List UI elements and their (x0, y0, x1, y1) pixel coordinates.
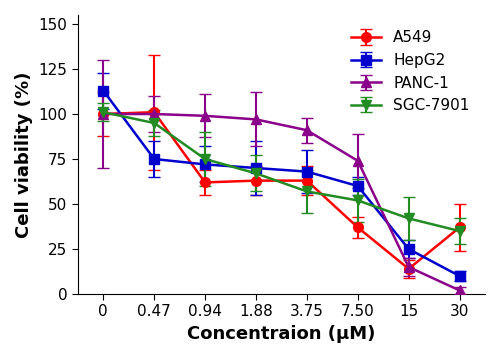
Y-axis label: Cell viability (%): Cell viability (%) (15, 71, 33, 238)
Legend: A549, HepG2, PANC-1, SGC-7901: A549, HepG2, PANC-1, SGC-7901 (343, 23, 477, 121)
X-axis label: Concentraion (μM): Concentraion (μM) (187, 325, 376, 343)
